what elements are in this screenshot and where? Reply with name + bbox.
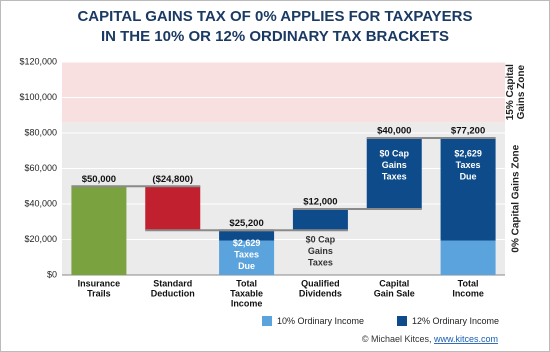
bar <box>71 186 127 275</box>
bar-segment <box>440 137 496 241</box>
y-tick-label: $100,000 <box>19 92 57 102</box>
x-tick-label: Gain Sale <box>374 288 415 298</box>
legend-swatch <box>397 316 407 326</box>
x-tick-label: Income <box>231 298 263 308</box>
annotation: Taxes <box>382 171 407 181</box>
bar-segment <box>219 230 275 241</box>
value-label: $25,200 <box>229 218 263 229</box>
annotation: $0 Cap <box>379 148 409 158</box>
x-tick-label: Total <box>236 278 257 288</box>
x-tick-label: Qualified <box>301 278 340 288</box>
annotation: Taxes <box>456 160 481 170</box>
x-tick-label: Trails <box>87 288 111 298</box>
zone <box>62 62 505 123</box>
x-tick-label: Total <box>458 278 479 288</box>
annotation: $2,629 <box>233 238 261 248</box>
bar-segment <box>440 240 496 275</box>
bar <box>366 137 422 209</box>
zone <box>62 122 505 275</box>
source: © Michael Kitces, www.kitces.com <box>362 334 498 344</box>
source-text: © Michael Kitces, <box>362 334 434 344</box>
value-label: $12,000 <box>303 196 337 207</box>
value-label: ($24,800) <box>152 174 193 185</box>
legend-swatch <box>262 316 272 326</box>
annotation: Taxes <box>308 258 333 268</box>
zone-label: 0% Capital Gains Zone <box>511 144 522 252</box>
value-label: $50,000 <box>82 174 116 185</box>
x-tick-label: Insurance <box>78 278 121 288</box>
y-tick-label: $120,000 <box>19 56 57 66</box>
x-tick-label: Capital <box>379 278 409 288</box>
x-tick-label: Taxable <box>230 288 263 298</box>
legend-label: 12% Ordinary Income <box>412 316 499 326</box>
annotation: Taxes <box>234 249 259 259</box>
bar <box>292 208 348 231</box>
annotation: Gains <box>308 246 333 256</box>
value-label: $40,000 <box>377 125 411 136</box>
source-link[interactable]: www.kitces.com <box>433 334 498 344</box>
x-tick-label: Dividends <box>299 288 342 298</box>
x-tick-label: Deduction <box>151 288 195 298</box>
zone-label: 15% Capital <box>505 64 516 120</box>
annotation: Gains <box>382 160 407 170</box>
annotation: Due <box>238 261 255 271</box>
x-tick-label: Standard <box>153 278 192 288</box>
x-tick-label: Income <box>452 288 484 298</box>
y-tick-label: $40,000 <box>24 198 57 208</box>
chart-title: CAPITAL GAINS TAX OF 0% APPLIES FOR TAXP… <box>77 8 472 25</box>
zone-label: Gains Zone <box>516 65 527 120</box>
y-tick-label: $60,000 <box>24 163 57 173</box>
y-tick-label: $0 <box>47 269 57 279</box>
bar-segment <box>219 240 275 275</box>
chart-title: IN THE 10% OR 12% ORDINARY TAX BRACKETS <box>101 28 449 45</box>
y-tick-label: $20,000 <box>24 234 57 244</box>
annotation: Due <box>460 171 477 181</box>
y-tick-label: $80,000 <box>24 127 57 137</box>
annotation: $2,629 <box>454 148 482 158</box>
value-label: $77,200 <box>451 125 485 136</box>
annotation: $0 Cap <box>306 235 336 245</box>
legend-label: 10% Ordinary Income <box>277 316 364 326</box>
bar <box>145 186 201 231</box>
